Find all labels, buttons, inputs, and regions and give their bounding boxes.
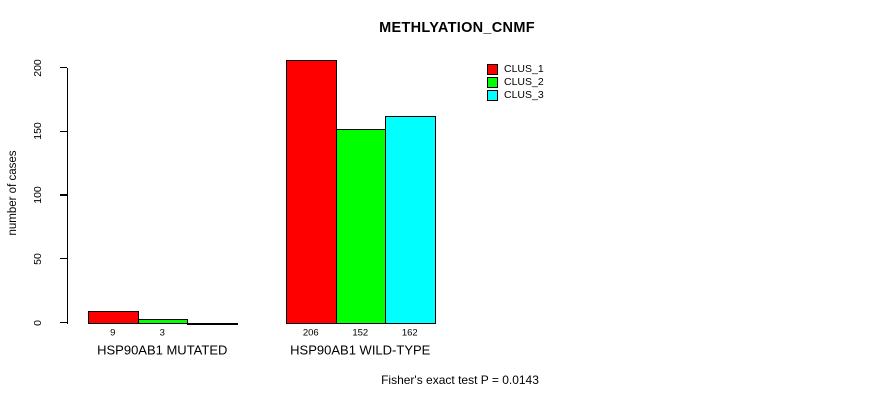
category-label: HSP90AB1 WILD-TYPE [290, 342, 431, 358]
bar-clus_3-2 [385, 115, 436, 325]
legend-item: CLUS_1 [487, 63, 544, 76]
y-tick-label: 0 [32, 319, 44, 326]
bar-clus_2-1 [137, 318, 188, 325]
bar-value-label: 9 [110, 327, 116, 338]
legend-swatch-clus_1 [487, 64, 498, 75]
y-tick [60, 194, 67, 196]
y-axis-label: number of cases [7, 150, 19, 236]
bar-clus_2-2 [335, 128, 386, 325]
legend-label: CLUS_1 [504, 63, 544, 75]
y-tick [60, 258, 67, 260]
y-tick-label: 50 [32, 252, 44, 265]
stat-annotation: Fisher's exact test P = 0.0143 [381, 373, 539, 387]
y-tick [60, 321, 67, 324]
category-label: HSP90AB1 MUTATED [97, 342, 228, 358]
y-tick-label: 100 [32, 186, 44, 204]
bar-value-label: 3 [159, 327, 165, 338]
y-tick [60, 130, 67, 132]
legend-item: CLUS_3 [487, 89, 544, 102]
bar-value-label: 162 [401, 327, 418, 338]
chart-title: METHLYATION_CNMF [379, 20, 535, 36]
legend-swatch-clus_3 [487, 90, 498, 101]
legend: CLUS_1 CLUS_2 CLUS_3 [487, 63, 544, 102]
y-tick-label: 150 [32, 122, 44, 141]
y-tick-label: 200 [32, 58, 44, 77]
bar-value-label: 206 [302, 327, 319, 338]
bar-clus_3-1 [187, 322, 238, 325]
y-axis-line [66, 67, 68, 324]
legend-item: CLUS_2 [487, 76, 544, 89]
y-tick [60, 66, 67, 69]
legend-label: CLUS_2 [504, 76, 544, 88]
legend-swatch-clus_2 [487, 77, 498, 88]
bar-value-label: 152 [352, 327, 369, 338]
legend-label: CLUS_3 [504, 89, 544, 101]
bar-clus_1-2 [286, 59, 337, 325]
bar-clus_1-1 [88, 311, 139, 325]
